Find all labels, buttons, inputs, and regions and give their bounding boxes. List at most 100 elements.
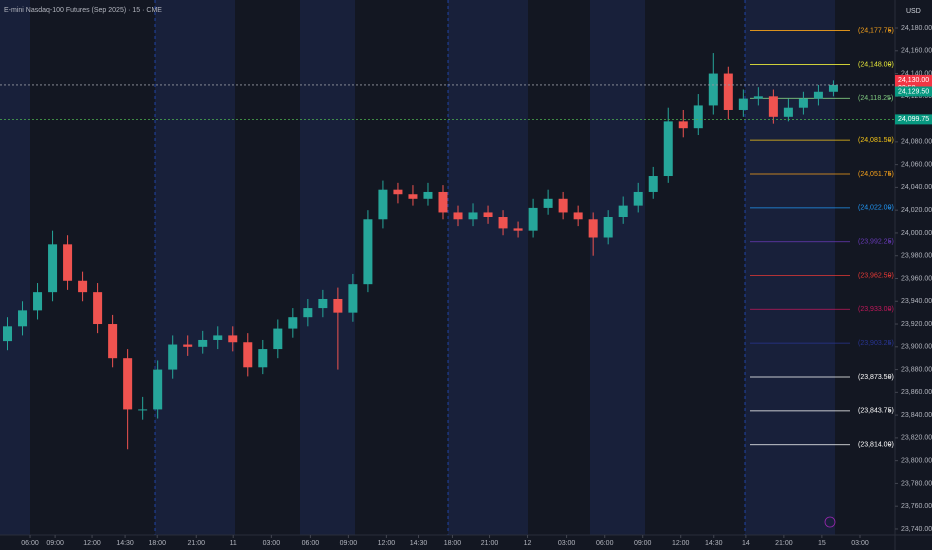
candle-body — [558, 198, 568, 213]
y-tick-label: 24,020.00 — [901, 207, 932, 214]
level-label: (24,118.25) — [858, 95, 893, 102]
level-label: (23,843.75) — [858, 408, 894, 415]
candle-body — [603, 217, 613, 238]
level-label: (23,814.00) — [858, 442, 894, 449]
level-label: (24,148.00) — [858, 61, 894, 68]
y-tick-label: 23,920.00 — [901, 321, 932, 328]
candle-body — [618, 205, 628, 218]
candle-body — [33, 292, 43, 311]
y-tick-label: 23,880.00 — [901, 366, 932, 373]
currency-label: USD — [906, 8, 921, 15]
candle-body — [663, 121, 673, 177]
x-tick-label: 06:00 — [596, 540, 614, 547]
y-tick-label: 23,840.00 — [901, 412, 932, 419]
price-badge-label: 24,099.75 — [898, 116, 929, 123]
candle-body — [738, 98, 748, 110]
y-tick-label: 23,960.00 — [901, 275, 932, 282]
y-tick-label: 23,860.00 — [901, 389, 932, 396]
x-tick-label: 18:00 — [148, 540, 166, 547]
y-tick-label: 24,140.00 — [901, 70, 932, 77]
candle-body — [153, 369, 163, 410]
x-tick-label: 14 — [742, 540, 750, 547]
level-label: (23,873.50) — [858, 374, 894, 381]
candle-body — [78, 280, 88, 293]
candle-body — [303, 308, 313, 318]
candle-body — [783, 107, 793, 117]
y-tick-label: 24,180.00 — [901, 25, 932, 32]
candle-body — [63, 244, 73, 281]
price-badge-label: 24,130.00 — [898, 77, 929, 84]
candle-body — [393, 189, 403, 195]
x-tick-label: 14:30 — [410, 540, 428, 547]
x-tick-label: 03:00 — [558, 540, 576, 547]
candle-body — [48, 244, 58, 293]
alert-icon[interactable] — [824, 516, 836, 528]
x-tick-label: 03:00 — [263, 540, 281, 547]
price-badge-label: 24,129.50 — [898, 88, 929, 95]
x-tick-label: 21:00 — [188, 540, 206, 547]
candle-body — [123, 358, 133, 410]
candle-body — [513, 228, 523, 231]
level-label: (24,051.75) — [858, 171, 894, 178]
candle-body — [438, 191, 448, 213]
y-tick-label: 24,040.00 — [901, 184, 932, 191]
y-tick-label: 24,120.00 — [901, 93, 932, 100]
x-tick-label: 12:00 — [672, 540, 690, 547]
candle-body — [258, 349, 268, 368]
candle-body — [573, 212, 583, 220]
x-tick-label: 12:00 — [83, 540, 101, 547]
x-tick-label: 18:00 — [444, 540, 462, 547]
x-tick-label: 14:30 — [116, 540, 134, 547]
y-tick-label: 23,740.00 — [901, 526, 932, 533]
y-tick-label: 24,080.00 — [901, 139, 932, 146]
price-badge — [895, 86, 932, 97]
candle-body — [723, 73, 733, 110]
candle-body — [453, 212, 463, 220]
y-tick-label: 23,760.00 — [901, 503, 932, 510]
candle-body — [333, 298, 343, 313]
session-shading — [0, 0, 835, 535]
candle-body — [828, 84, 838, 92]
candle-body — [708, 73, 718, 106]
y-tick-label: 23,980.00 — [901, 253, 932, 260]
candle-body — [528, 207, 538, 231]
candle-body — [183, 344, 193, 347]
x-tick-label: 21:00 — [775, 540, 793, 547]
candle-body — [318, 298, 328, 309]
x-tick-label: 15 — [818, 540, 826, 547]
chart-title: E-mini Nasdaq-100 Futures (Sep 2025) · 1… — [4, 7, 162, 14]
candle-body — [498, 217, 508, 229]
x-tick-label: 09:00 — [340, 540, 358, 547]
candle-body — [813, 91, 823, 99]
price-badge — [895, 114, 932, 125]
y-tick-label: 23,940.00 — [901, 298, 932, 305]
candle-body — [543, 198, 553, 208]
candle-body — [273, 328, 283, 350]
y-tick-label: 24,000.00 — [901, 230, 932, 237]
level-label: (23,933.00) — [858, 306, 894, 313]
candle-body — [633, 191, 643, 206]
level-label: (23,962.50) — [858, 272, 894, 279]
level-label: (24,022.00) — [858, 205, 894, 212]
y-tick-label: 23,820.00 — [901, 435, 932, 442]
candle-body — [363, 219, 373, 285]
candle-body — [108, 324, 118, 359]
y-tick-label: 23,800.00 — [901, 457, 932, 464]
candle-body — [213, 335, 223, 340]
y-tick-label: 24,160.00 — [901, 48, 932, 55]
candle-body — [753, 96, 763, 99]
level-label: (23,992.25) — [858, 239, 894, 246]
candle-body — [18, 310, 28, 327]
candle-body — [348, 284, 358, 313]
candle-body — [423, 191, 433, 199]
y-tick-label: 24,060.00 — [901, 161, 932, 168]
x-tick-label: 06:00 — [21, 540, 39, 547]
y-tick-label: 23,900.00 — [901, 344, 932, 351]
candle-body — [138, 409, 148, 411]
candle-body — [483, 212, 493, 218]
candle-body — [378, 189, 388, 220]
candle-body — [93, 292, 103, 325]
x-tick-label: 12 — [524, 540, 532, 547]
candle-body — [243, 342, 253, 368]
